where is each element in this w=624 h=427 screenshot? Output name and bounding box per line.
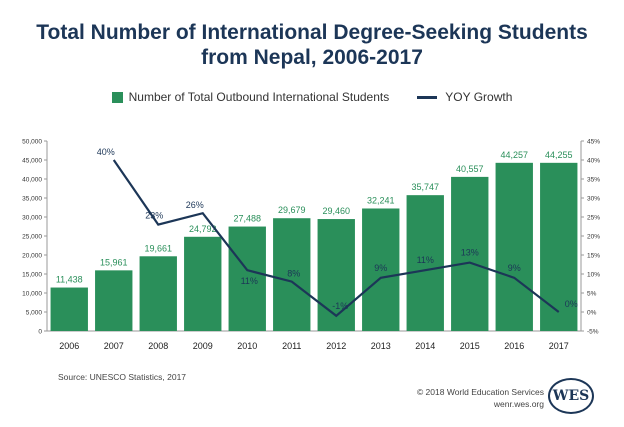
y-tick-label-right: 5% [587, 291, 597, 298]
yoy-value-label: 8% [287, 269, 300, 279]
bar-value-label: 29,460 [322, 206, 350, 216]
wes-logo: WES [548, 378, 594, 414]
y-tick-label-left: 0 [38, 329, 42, 336]
title-line-2: from Nepal, 2006-2017 [201, 46, 423, 69]
x-tick-label: 2017 [549, 341, 569, 351]
x-tick-label: 2010 [237, 341, 257, 351]
bar-value-label: 32,241 [367, 195, 395, 205]
bar-value-label: 24,792 [189, 224, 217, 234]
bar [317, 219, 355, 331]
x-tick-label: 2014 [415, 341, 435, 351]
y-tick-label-right: 40% [587, 158, 600, 165]
x-tick-label: 2013 [371, 341, 391, 351]
y-tick-label-left: 40,000 [22, 177, 42, 184]
y-tick-label-left: 45,000 [22, 158, 42, 165]
yoy-value-label: 40% [97, 147, 115, 157]
yoy-value-label: 11% [417, 255, 434, 265]
legend-item-growth: YOY Growth [417, 90, 512, 104]
y-tick-label-right: 30% [587, 196, 600, 203]
yoy-value-label: 9% [508, 263, 521, 273]
bar-value-label: 27,488 [233, 214, 261, 224]
y-tick-label-left: 5,000 [26, 310, 43, 317]
y-tick-label-right: 0% [587, 310, 597, 317]
bar [273, 218, 311, 331]
y-tick-label-right: 45% [587, 139, 600, 146]
y-tick-label-right: 10% [587, 272, 600, 279]
yoy-value-label: 23% [145, 211, 163, 221]
legend-label-growth: YOY Growth [445, 90, 513, 104]
bar [139, 256, 177, 331]
x-tick-label: 2007 [104, 341, 124, 351]
yoy-value-label: 11% [241, 276, 258, 286]
x-tick-label: 2012 [326, 341, 346, 351]
x-tick-label: 2009 [193, 341, 213, 351]
y-tick-label-left: 35,000 [22, 196, 42, 203]
x-tick-label: 2011 [282, 341, 301, 351]
bar [451, 176, 489, 331]
y-tick-label-left: 10,000 [22, 291, 42, 298]
bar-value-label: 44,255 [545, 150, 573, 160]
bar [362, 208, 400, 331]
source-note: Source: UNESCO Statistics, 2017 [58, 372, 187, 382]
y-tick-label-right: 25% [587, 215, 600, 222]
yoy-growth-line [112, 159, 560, 318]
bar-value-label: 44,257 [500, 150, 528, 160]
y-tick-label-left: 20,000 [22, 253, 42, 260]
y-tick-label-right: 15% [587, 253, 600, 260]
bar [228, 226, 266, 331]
y-tick-label-left: 50,000 [22, 139, 42, 146]
yoy-value-label: 13% [461, 248, 479, 258]
bar [406, 195, 444, 331]
y-tick-label-left: 25,000 [22, 234, 42, 241]
legend-item-students: Number of Total Outbound International S… [111, 90, 390, 104]
x-tick-label: 2008 [148, 341, 168, 351]
bar [495, 162, 533, 331]
bar-value-label: 29,679 [278, 205, 306, 215]
footer-credit: © 2018 World Education Services wenr.wes… [417, 386, 544, 410]
yoy-value-label: 0% [565, 299, 578, 309]
bar-value-label: 40,557 [456, 164, 484, 174]
legend-label-students: Number of Total Outbound International S… [128, 90, 390, 104]
legend-line-swatch [417, 95, 438, 99]
bar [184, 236, 222, 331]
y-tick-label-right: -5% [587, 329, 599, 336]
copyright-text: © 2018 World Education Services [416, 387, 544, 397]
x-tick-label: 2016 [504, 341, 524, 351]
bar-value-label: 11,438 [56, 275, 83, 285]
yoy-value-label: 26% [186, 200, 204, 210]
bar [50, 287, 88, 331]
chart-title: Total Number of International Degree-See… [0, 20, 624, 70]
y-tick-label-left: 30,000 [22, 215, 42, 222]
yoy-value-label: 9% [374, 263, 387, 273]
x-tick-label: 2006 [59, 341, 79, 351]
website-text: wenr.wes.org [493, 399, 544, 409]
legend: Number of Total Outbound International S… [0, 90, 624, 104]
yoy-value-label: -1% [332, 301, 348, 311]
title-line-1: Total Number of International Degree-See… [36, 21, 588, 44]
y-tick-label-left: 15,000 [22, 272, 42, 279]
bar [95, 270, 133, 331]
y-tick-label-right: 20% [587, 234, 600, 241]
legend-bar-swatch [111, 91, 123, 103]
bar-value-label: 35,747 [411, 182, 439, 192]
bar-value-label: 15,961 [100, 257, 128, 267]
y-tick-label-right: 35% [587, 177, 600, 184]
bar-value-label: 19,661 [144, 243, 172, 253]
x-tick-label: 2015 [460, 341, 480, 351]
